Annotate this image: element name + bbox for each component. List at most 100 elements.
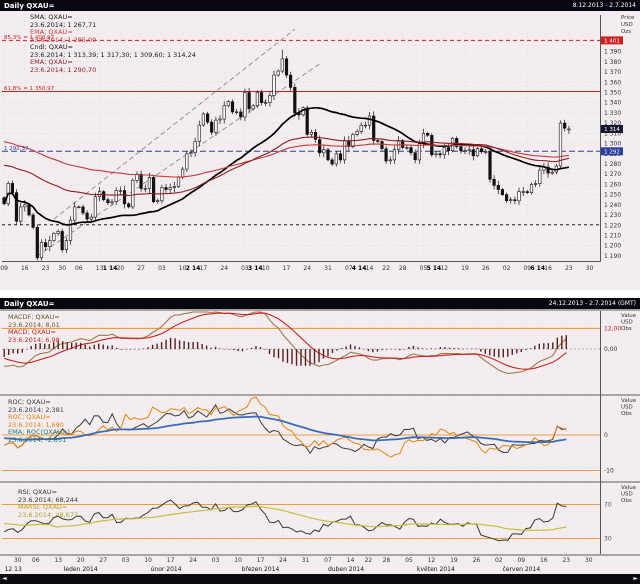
indicator-pane-title: Daily QXAU=: [4, 299, 55, 308]
svg-text:02: 02: [503, 265, 511, 272]
svg-text:12: 12: [440, 265, 448, 272]
svg-text:03: 03: [212, 557, 220, 564]
svg-text:5 14: 5 14: [427, 265, 442, 272]
price-chart-title: Daily QXAU=: [4, 1, 55, 10]
svg-text:14: 14: [366, 265, 374, 272]
svg-text:12: 12: [428, 557, 436, 564]
svg-text:1 250: 1 250: [604, 192, 621, 199]
svg-text:1 260: 1 260: [604, 181, 621, 188]
svg-text:USD: USD: [621, 22, 633, 28]
scroll-right-icon[interactable]: ►: [633, 575, 638, 582]
svg-text:Obs: Obs: [621, 498, 632, 504]
svg-text:2 14: 2 14: [186, 265, 201, 272]
svg-text:1 320: 1 320: [604, 120, 621, 127]
svg-text:09: 09: [517, 557, 525, 564]
svg-text:13: 13: [54, 557, 62, 564]
svg-text:Ozs: Ozs: [621, 29, 631, 35]
svg-text:24: 24: [303, 265, 311, 272]
svg-text:07: 07: [345, 265, 353, 272]
svg-text:1 230: 1 230: [604, 212, 621, 219]
svg-text:březen 2014: březen 2014: [242, 566, 280, 573]
svg-text:1 370: 1 370: [604, 69, 621, 76]
svg-text:Value: Value: [621, 485, 637, 491]
svg-text:únor 2014: únor 2014: [151, 566, 182, 573]
svg-text:30: 30: [14, 557, 22, 564]
svg-text:3 14: 3 14: [248, 265, 263, 272]
svg-text:03: 03: [158, 265, 166, 272]
svg-text:70: 70: [604, 501, 612, 508]
svg-text:24: 24: [220, 265, 228, 272]
svg-text:06: 06: [75, 265, 83, 272]
svg-text:1 340: 1 340: [604, 100, 621, 107]
svg-text:USD: USD: [621, 492, 633, 498]
svg-text:Price: Price: [621, 15, 635, 21]
svg-text:27: 27: [137, 265, 145, 272]
svg-text:6 14: 6 14: [530, 265, 545, 272]
svg-text:30: 30: [586, 265, 594, 272]
svg-text:23: 23: [42, 265, 50, 272]
svg-text:16: 16: [540, 557, 548, 564]
svg-text:10: 10: [262, 265, 270, 272]
svg-text:1 200: 1 200: [604, 243, 621, 250]
svg-text:24: 24: [189, 557, 197, 564]
svg-text:1 360: 1 360: [604, 79, 621, 86]
svg-text:USD: USD: [621, 320, 633, 326]
svg-text:26: 26: [473, 557, 481, 564]
svg-text:03: 03: [122, 557, 130, 564]
svg-text:16: 16: [544, 265, 552, 272]
svg-text:24: 24: [279, 557, 287, 564]
svg-text:-10: -10: [604, 467, 614, 474]
svg-text:14: 14: [347, 557, 355, 564]
svg-text:17: 17: [283, 265, 291, 272]
svg-text:Obs: Obs: [621, 326, 632, 332]
svg-text:03: 03: [241, 265, 249, 272]
svg-text:05: 05: [405, 557, 413, 564]
svg-text:10: 10: [144, 557, 152, 564]
moving-average-overlays: [3, 106, 570, 226]
svg-text:16: 16: [21, 265, 29, 272]
svg-text:4 14: 4 14: [352, 265, 367, 272]
svg-text:1 300: 1 300: [604, 141, 621, 148]
svg-text:22: 22: [382, 265, 390, 272]
svg-text:30: 30: [604, 536, 612, 543]
svg-text:leden 2014: leden 2014: [64, 566, 98, 573]
svg-text:1 314: 1 314: [604, 127, 620, 133]
svg-text:1 14: 1 14: [103, 265, 118, 272]
svg-text:1 292,37: 1 292,37: [4, 146, 29, 152]
svg-text:1 210: 1 210: [604, 233, 621, 240]
svg-text:22: 22: [365, 557, 373, 564]
svg-text:17: 17: [257, 557, 265, 564]
svg-text:09: 09: [0, 265, 8, 272]
panel-separators: [0, 309, 640, 556]
svg-text:12 13: 12 13: [5, 566, 22, 573]
svg-text:1 310: 1 310: [604, 130, 621, 137]
indicator-pane-date-range: 24.12.2013 - 2.7.2014 (GMT): [548, 300, 636, 307]
svg-text:červen 2014: červen 2014: [502, 566, 540, 573]
indicator-panels-canvas[interactable]: 30 06 13 20 27 03 10 17 24 03 10 17 24 31 07 14 22 28 05 12…: [0, 309, 640, 574]
scroll-left-icon[interactable]: ◄: [2, 575, 7, 582]
svg-text:27: 27: [99, 557, 107, 564]
svg-text:26: 26: [482, 265, 490, 272]
svg-text:23: 23: [565, 265, 573, 272]
svg-text:12,00: 12,00: [604, 325, 621, 332]
price-level-lines: 85,3% = 1 400,97 61,8% = 1 350,97 1 292,37: [2, 35, 600, 226]
price-axis-tags: 1 401 1 314 1 292: [601, 36, 623, 156]
svg-text:1 292: 1 292: [604, 150, 620, 156]
svg-text:1 270: 1 270: [604, 171, 621, 178]
svg-text:1 240: 1 240: [604, 202, 621, 209]
svg-text:20: 20: [77, 557, 85, 564]
svg-text:19: 19: [450, 557, 458, 564]
svg-text:13: 13: [96, 265, 104, 272]
svg-text:28: 28: [399, 265, 407, 272]
svg-text:0,00: 0,00: [604, 346, 618, 353]
svg-text:23: 23: [562, 557, 570, 564]
svg-text:1 350: 1 350: [604, 90, 621, 97]
price-chart-canvas[interactable]: 1 190 1 200 1 210 1 220 1 230 1 240 1 250 1 260…: [0, 11, 640, 290]
horizontal-scrollbar[interactable]: ◄ ►: [0, 574, 640, 584]
price-chart-titlebar: Daily QXAU= 8.12.2013 - 2.7.2014: [0, 0, 640, 11]
price-grid: 1 190 1 200 1 210 1 220 1 230 1 240 1 250 1 260…: [0, 17, 621, 272]
svg-text:28: 28: [383, 557, 391, 564]
